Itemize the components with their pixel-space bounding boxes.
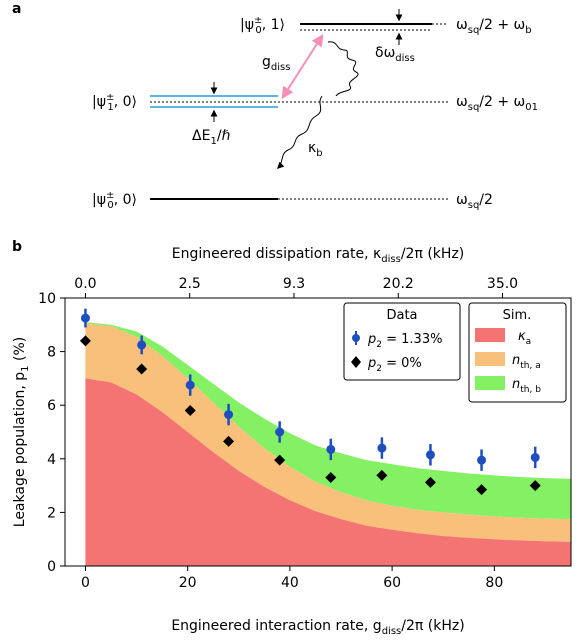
- legend-item-p2-0: p2 = 0%: [367, 356, 422, 374]
- point-p2-133: [80, 313, 90, 323]
- level-top-label: |ψ± 0, 1⟩: [240, 15, 285, 36]
- legend-nth-a-swatch: [475, 352, 505, 366]
- point-p2-0: [274, 454, 286, 466]
- legend-nth-b: nth, b: [512, 377, 541, 395]
- panel-a-label: a: [12, 1, 21, 17]
- point-p2-0: [376, 469, 388, 481]
- top-tick-label: 20.2: [383, 276, 414, 292]
- point-p2-133: [185, 380, 195, 390]
- energy-top-label: ωsq/2 + ωb: [456, 17, 532, 36]
- delta-omega-label: δωdiss: [375, 45, 415, 64]
- x-tick-label: 60: [383, 575, 401, 591]
- y-tick-label: 8: [47, 345, 56, 361]
- point-p2-133: [425, 450, 435, 460]
- top-tick-label: 9.3: [283, 276, 305, 292]
- y-tick-label: 4: [47, 452, 56, 468]
- point-p2-133: [377, 443, 387, 453]
- level-mid-label: |ψ± 1, 0⟩: [92, 92, 137, 113]
- point-p2-133: [275, 427, 285, 437]
- point-p2-0: [424, 476, 436, 488]
- point-p2-0: [476, 484, 488, 496]
- legend-sim-title: Sim.: [503, 308, 532, 323]
- legend-nth-a: nth, a: [512, 353, 541, 371]
- point-p2-0: [529, 480, 541, 492]
- x-tick-label: 0: [81, 575, 90, 591]
- photon-wavy-line: [327, 41, 359, 97]
- point-p2-133: [326, 444, 336, 454]
- legend-data-box: [343, 302, 461, 381]
- level-bottom-label: |ψ± 0, 0⟩: [92, 190, 137, 211]
- legend-sim: Sim. κa nth, a nth, b: [468, 302, 567, 403]
- legend-nth-b-swatch: [475, 376, 505, 390]
- area-n-th-a: [85, 323, 571, 542]
- y-axis-title: Leakage population, p1 (%): [12, 337, 31, 527]
- top-tick-label: 35.0: [487, 276, 518, 292]
- point-p2-0: [79, 335, 91, 347]
- x-tick-label: 20: [179, 575, 197, 591]
- panel-b-label: b: [12, 239, 22, 255]
- point-p2-133: [224, 410, 234, 420]
- point-p2-0: [136, 363, 148, 375]
- g-diss-coupling-arrow: [281, 33, 324, 100]
- y-axis-ticks: 0 2 4 6 8 10: [38, 291, 65, 575]
- legend-kappa-a-swatch: [475, 328, 505, 342]
- x-tick-label: 80: [485, 575, 503, 591]
- energy-mid-label: ωsq/2 + ω01: [456, 94, 538, 113]
- legend-data: Data p2 = 1.33% p2 = 0%: [343, 302, 461, 381]
- y-tick-label: 0: [47, 559, 56, 575]
- plot-frame: [64, 297, 572, 567]
- g-diss-label: gdiss: [262, 54, 290, 73]
- kappa-b-decay-arrow: [277, 95, 323, 169]
- legend-kappa-a: κa: [518, 329, 531, 347]
- area-kappa-a: [85, 378, 571, 566]
- point-p2-0: [184, 405, 196, 417]
- x-tick-label: 40: [281, 575, 299, 591]
- top-tick-label: 0.0: [74, 276, 96, 292]
- point-p2-0: [325, 472, 337, 484]
- point-p2-133: [137, 340, 147, 350]
- point-p2-133: [530, 452, 540, 462]
- x-axis-title: Engineered interaction rate, gdiss/2π (k…: [171, 618, 464, 637]
- energy-bottom-label: ωsq/2: [456, 192, 493, 211]
- top-axis-ticks: 0.0 2.5 9.3 20.2 35.0: [74, 276, 518, 298]
- top-axis-title: Engineered dissipation rate, κdiss/2π (k…: [172, 246, 465, 265]
- panel-b: b Engineered dissipation rate, κdiss/2π …: [12, 239, 572, 637]
- legend-circle-marker-icon: [352, 334, 360, 342]
- legend-diamond-marker-icon: [351, 356, 361, 368]
- kappa-b-label: κb: [308, 140, 323, 159]
- panel-a: a |ψ± 0, 1⟩ ωsq/2 + ωb δωdiss |ψ± 1, 0⟩ ωs…: [12, 1, 538, 211]
- y-tick-label: 2: [47, 505, 56, 521]
- point-p2-0: [223, 435, 235, 447]
- data-markers: [79, 313, 541, 496]
- point-p2-133: [477, 455, 487, 465]
- legend-data-title: Data: [386, 308, 417, 323]
- top-tick-label: 2.5: [179, 276, 201, 292]
- y-tick-label: 10: [38, 291, 56, 307]
- delta-E-label: ΔE1/ℏ: [192, 128, 231, 147]
- legend-item-p2-133: p2 = 1.33%: [367, 332, 442, 350]
- x-axis-ticks: 0 20 40 60 80: [81, 566, 503, 591]
- y-tick-label: 6: [47, 398, 56, 414]
